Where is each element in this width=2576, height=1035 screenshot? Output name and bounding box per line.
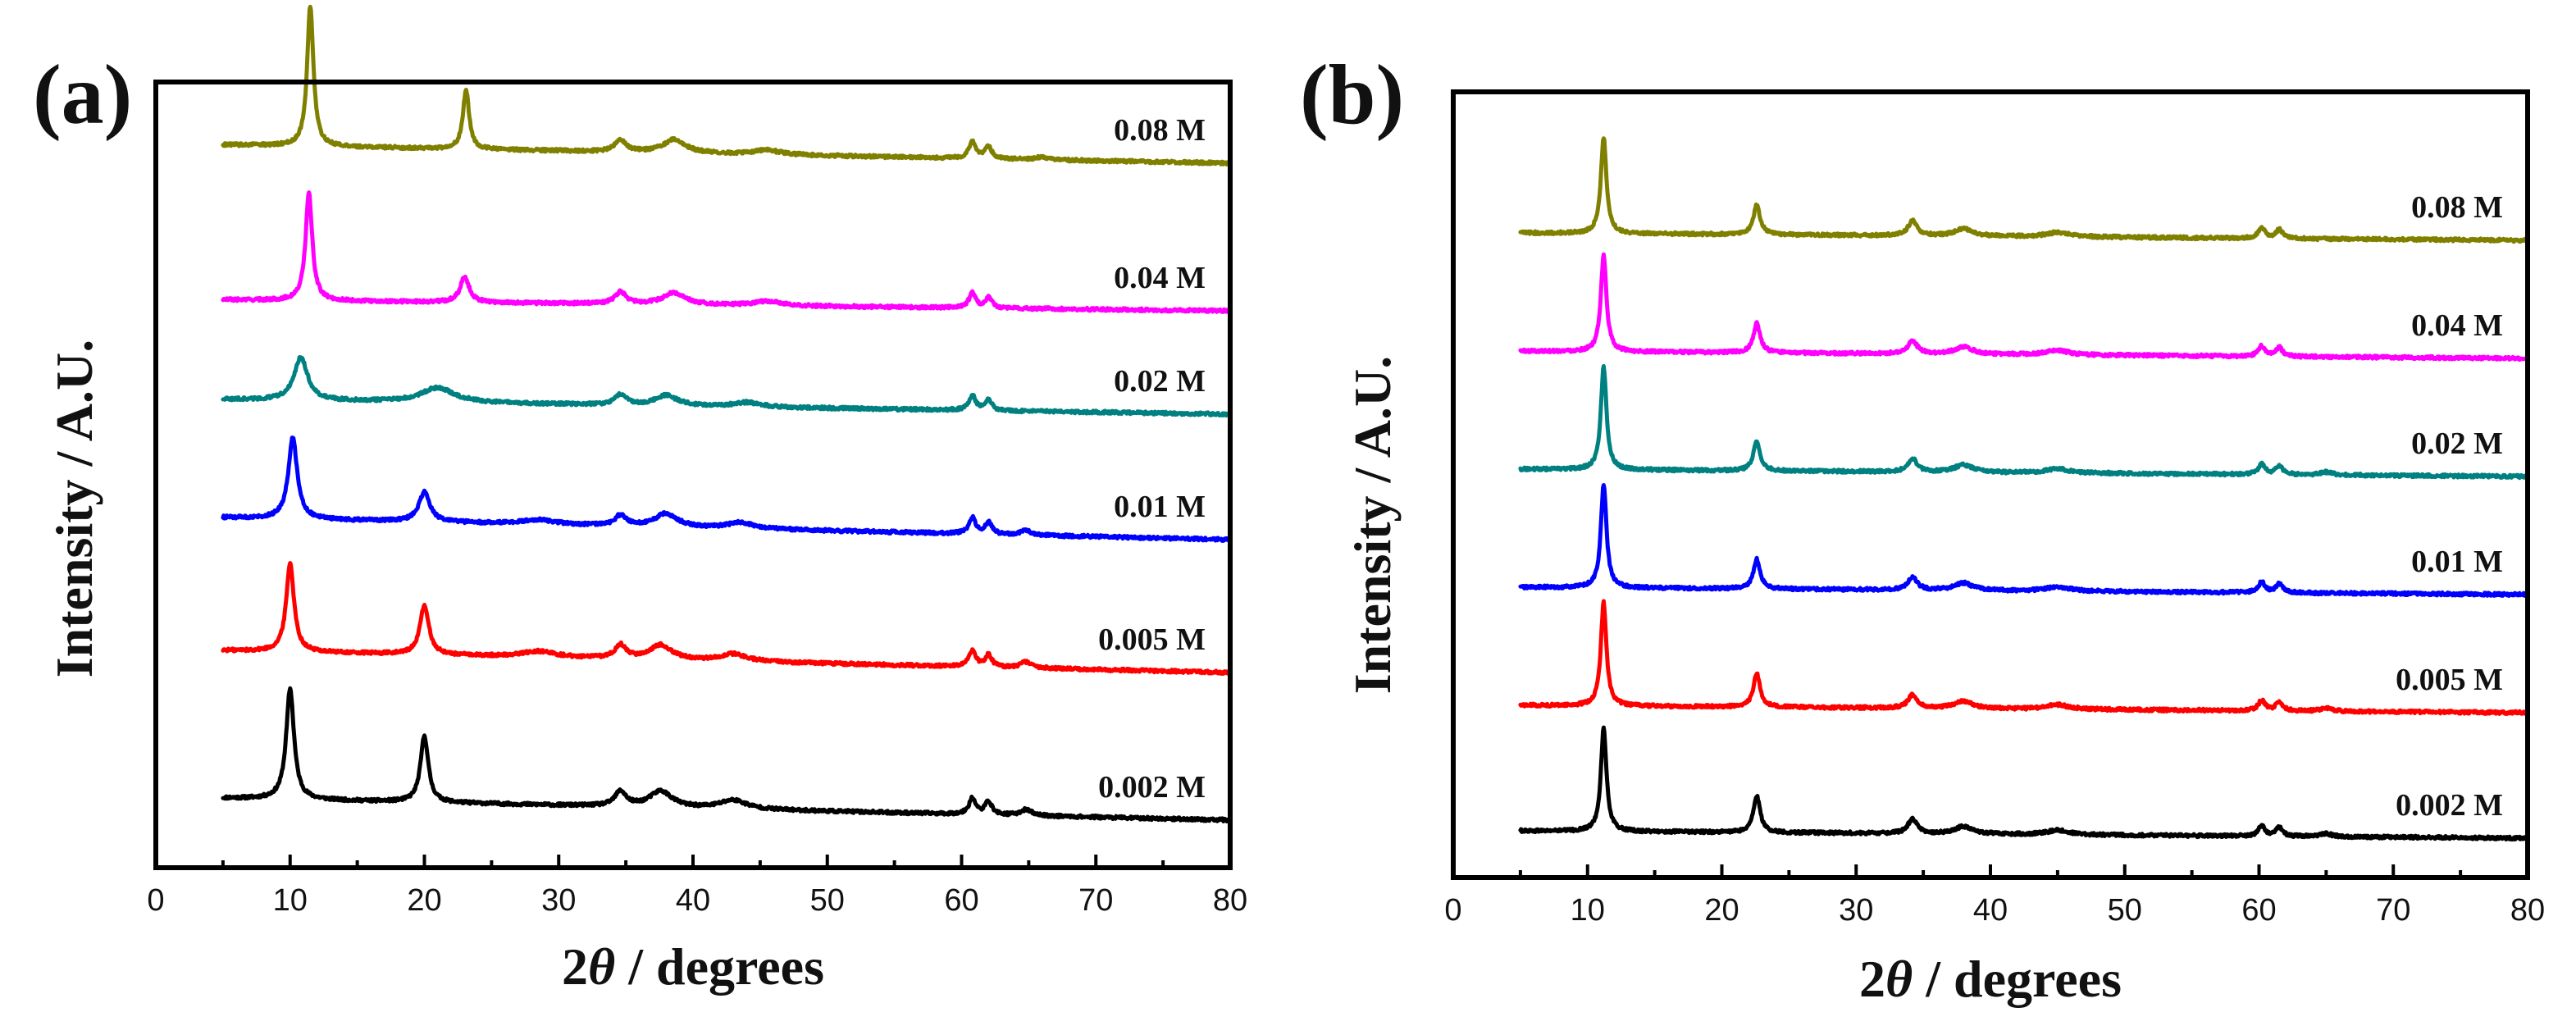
panel-a-traces	[221, 4, 1233, 823]
x-tick-label-50: 50	[810, 883, 845, 918]
panel-b-traces	[1518, 136, 2530, 842]
x-tick-label-20: 20	[407, 883, 441, 918]
x-tick-label-80: 80	[1213, 883, 1247, 918]
legend-label-0-002-M: 0.002 M	[2396, 788, 2503, 823]
panel-a-x-axis-title-symbol: θ	[588, 937, 615, 996]
series-trace-0-002-M	[221, 686, 1233, 823]
panel-b-y-axis-title: Intensity / A.U.	[1343, 356, 1402, 695]
panel-b-label: (b)	[1300, 48, 1404, 142]
panel-a: (a) 0.002 M 0.005 M 0.01 M 0.02 M 0.04 M 0.08…	[33, 4, 1247, 996]
panel-b-x-axis-title-prefix: 2	[1859, 950, 1885, 1008]
series-trace-0-02-M	[1518, 363, 2530, 481]
legend-label-0-04-M: 0.04 M	[1114, 261, 1206, 295]
panel-a-x-axis-title-suffix: / degrees	[615, 937, 824, 996]
x-tick-label-10: 10	[273, 883, 308, 918]
legend-label-0-02-M: 0.02 M	[1114, 364, 1206, 399]
x-tick-label-40: 40	[1973, 893, 2008, 928]
x-tick-label-60: 60	[944, 883, 978, 918]
legend-label-0-04-M: 0.04 M	[2411, 308, 2503, 343]
panel-b: (b) 0.002 M 0.005 M 0.01 M 0.02 M 0.04 M 0.08…	[1300, 48, 2545, 1008]
legend-label-0-02-M: 0.02 M	[2411, 426, 2503, 461]
x-tick-label-50: 50	[2108, 893, 2142, 928]
x-tick-label-70: 70	[1078, 883, 1113, 918]
x-tick-label-30: 30	[541, 883, 576, 918]
panel-a-x-ticks: 0 10 20 30 40 50 60 70 80	[147, 855, 1247, 918]
panel-b-x-axis-title: 2θ / degrees	[1859, 950, 2122, 1008]
x-tick-label-0: 0	[147, 883, 164, 918]
panel-a-x-axis-title-prefix: 2	[562, 937, 588, 996]
x-tick-label-0: 0	[1444, 893, 1461, 928]
series-trace-0-08-M	[221, 4, 1233, 167]
series-trace-0-01-M	[1518, 483, 2530, 598]
legend-label-0-08-M: 0.08 M	[2411, 190, 2503, 225]
series-trace-0-04-M	[221, 190, 1233, 314]
x-tick-label-20: 20	[1704, 893, 1739, 928]
panel-b-legend: 0.002 M 0.005 M 0.01 M 0.02 M 0.04 M 0.08 M	[2396, 190, 2503, 823]
x-tick-label-70: 70	[2376, 893, 2410, 928]
series-trace-0-002-M	[1518, 725, 2530, 842]
legend-label-0-005-M: 0.005 M	[1098, 622, 1206, 657]
x-tick-label-40: 40	[676, 883, 710, 918]
x-tick-label-60: 60	[2241, 893, 2276, 928]
series-trace-0-005-M	[1518, 599, 2530, 716]
x-tick-label-30: 30	[1839, 893, 1873, 928]
legend-label-0-002-M: 0.002 M	[1098, 770, 1206, 805]
series-trace-0-01-M	[221, 435, 1233, 543]
series-trace-0-02-M	[221, 355, 1233, 418]
legend-label-0-005-M: 0.005 M	[2396, 663, 2503, 697]
legend-label-0-08-M: 0.08 M	[1114, 113, 1206, 148]
legend-label-0-01-M: 0.01 M	[2411, 545, 2503, 579]
panel-a-x-axis-title: 2θ / degrees	[562, 937, 824, 996]
series-trace-0-04-M	[1518, 252, 2530, 362]
x-tick-label-10: 10	[1571, 893, 1605, 928]
panel-b-x-axis-title-symbol: θ	[1885, 950, 1913, 1008]
panel-b-x-axis-title-suffix: / degrees	[1913, 950, 2122, 1008]
series-trace-0-005-M	[221, 561, 1233, 677]
panel-b-x-ticks: 0 10 20 30 40 50 60 70 80	[1444, 864, 2545, 928]
panel-b-plot-frame	[1451, 89, 2530, 880]
series-trace-0-08-M	[1518, 136, 2530, 244]
panel-a-label: (a)	[33, 48, 132, 142]
panel-a-y-axis-title: Intensity / A.U.	[45, 340, 103, 678]
x-tick-label-80: 80	[2510, 893, 2545, 928]
legend-label-0-01-M: 0.01 M	[1114, 490, 1206, 524]
panel-a-plot-frame	[153, 80, 1233, 870]
panel-a-legend: 0.002 M 0.005 M 0.01 M 0.02 M 0.04 M 0.08 M	[1098, 113, 1206, 805]
